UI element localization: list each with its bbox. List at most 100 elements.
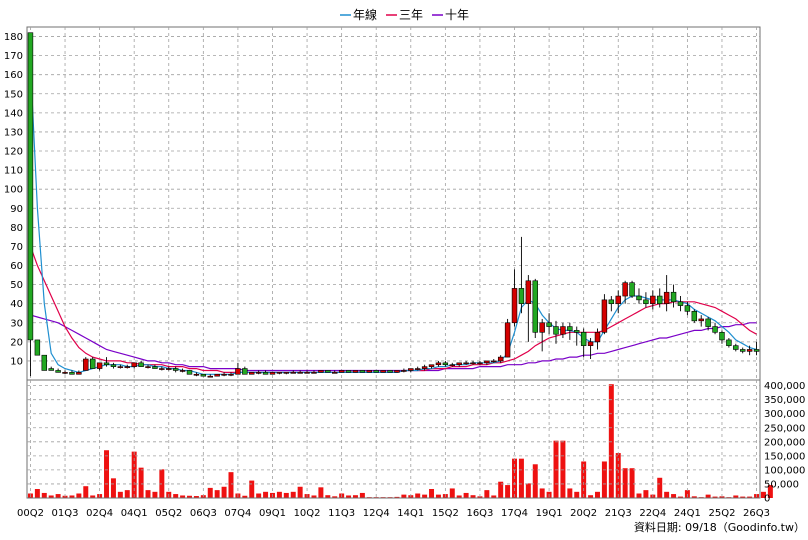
volume-bar [34,489,40,498]
x-tick-label: 17Q4 [501,508,528,519]
volume-bar [671,494,677,498]
candle-body [650,295,656,304]
volume-bar [90,495,96,498]
x-tick-label: 02Q4 [86,508,113,519]
price-y-tick-label: 160 [4,70,23,81]
volume-bar [733,495,739,498]
candle-body [394,370,400,373]
volume-bar [242,495,248,498]
candle-body [249,372,255,375]
candle-body [373,370,379,373]
volume-bar [747,496,753,498]
candle-body [166,368,172,370]
volume-bar [560,440,566,498]
candle-body [352,370,359,373]
volume-bar [657,477,663,498]
legend-label-3year: 三年 [399,8,423,22]
volume-y-tick-label: 100,000 [764,465,805,476]
candle-body [504,322,511,358]
candle-body [179,370,186,372]
candle-body [117,366,124,368]
volume-bar [207,487,213,498]
x-tick-label: 01Q3 [52,508,79,519]
volume-bar [325,495,331,498]
volume-bar [629,468,635,498]
volume-y-tick-label: 250,000 [764,423,805,434]
candle-body [684,305,691,312]
volume-bar [110,478,116,498]
volume-bar [622,468,628,498]
price-y-tick-label: 130 [4,127,23,138]
volume-bar [394,496,400,498]
volume-bar [435,494,441,498]
candle-body [484,360,490,364]
candle-body [698,318,704,322]
x-tick-label: 04Q1 [121,508,148,519]
volume-bar [539,488,545,498]
volume-bar [318,487,324,498]
x-tick-label: 12Q4 [363,508,390,519]
candle-body [753,349,760,352]
volume-bar [581,461,587,498]
volume-bar [193,496,199,498]
candle-body [746,349,753,352]
candle-body [643,299,649,304]
volume-y-tick-label: 0 [764,494,770,505]
volume-bar [359,492,365,498]
volume-bar [256,493,262,498]
volume-bar [712,496,718,498]
candle-body [587,341,594,346]
price-y-tick-label: 170 [4,51,23,62]
candle-body [96,362,103,369]
legend-label-10year: 十年 [445,8,469,22]
volume-bar [124,490,130,498]
candle-body [456,362,462,366]
volume-bar [401,494,407,498]
ma-year-path [29,65,757,375]
price-y-axis: 10 20 30 40 50 60 70 80 90 100 110 120 130 140 150 160 1… [4,32,23,367]
candle-body [89,358,96,369]
volume-bar [422,494,428,498]
volume-bar [760,491,766,498]
volume-bar [491,495,497,498]
volume-bar [553,440,559,498]
candle-body [601,299,608,333]
candle-body [193,373,200,376]
candle-body [62,372,68,374]
price-y-tick-label: 150 [4,89,23,100]
volume-bar [636,493,642,498]
candle-body [110,364,117,367]
volume-bar [117,491,123,498]
volume-y-axis: 0 50,000 100,000 150,000 200,000 250,000 300,0… [764,381,805,504]
x-tick-label: 10Q2 [294,508,321,519]
candle-body [560,326,566,335]
candle-body [255,372,262,374]
volume-bar [104,450,110,498]
candle-body [428,364,435,367]
volume-bar [221,486,227,498]
volume-bar [740,496,746,498]
candle-body [414,368,421,370]
candle-body [242,368,248,375]
x-tick-label: 07Q4 [224,508,251,519]
x-tick-label: 26Q3 [743,508,770,519]
volume-bar [283,492,289,498]
candle-body [297,372,303,374]
candle-body [318,370,324,373]
volume-bar [173,494,179,498]
volume-bar [518,458,524,498]
price-y-tick-label: 40 [10,299,23,310]
x-tick-label: 25Q2 [708,508,735,519]
candle-body [518,288,525,304]
volume-bar [532,464,538,498]
x-tick-label: 16Q3 [466,508,493,519]
volume-bar [595,491,600,498]
candle-body [657,295,663,304]
volume-bar [152,491,158,498]
candle-body [380,370,386,373]
x-tick-label: 15Q2 [432,508,459,519]
candle-body [463,362,469,365]
volume-bar [505,485,511,498]
volume-bar [290,491,296,498]
